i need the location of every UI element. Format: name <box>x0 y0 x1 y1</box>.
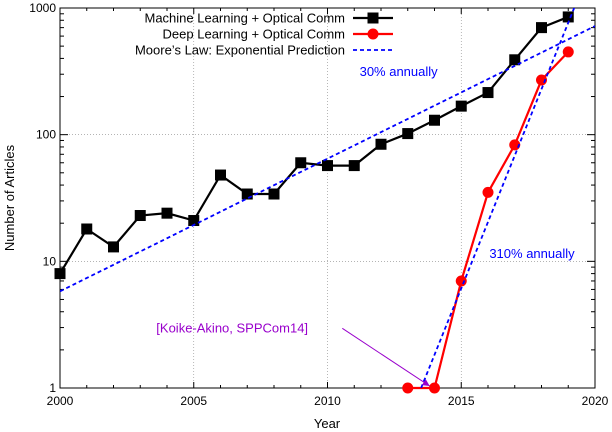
ml-point <box>429 114 440 126</box>
ml-point <box>375 138 387 150</box>
legend-label: Moore’s Law: Exponential Prediction <box>135 43 345 58</box>
axis-ticks: 2000 2005 2010 2015 2020 1 10 100 1000 <box>29 1 608 408</box>
y-tick-label: 1 <box>49 381 56 395</box>
ml-point <box>215 169 226 181</box>
ml-point <box>108 241 119 253</box>
ml-point <box>188 215 200 227</box>
legend-label: Deep Learning + Optical Comm <box>163 27 345 42</box>
y-axis-label: Number of Articles <box>2 144 17 251</box>
ml-point <box>295 157 307 169</box>
annotation-label: 310% annually <box>489 246 575 261</box>
x-axis-label: Year <box>314 416 341 431</box>
annotation-label: [Koike-Akino, SPPCom14] <box>156 320 308 335</box>
grid-lines <box>60 8 595 388</box>
annotation-arrowhead <box>421 379 430 386</box>
ml-point <box>536 22 547 34</box>
x-tick-label: 2015 <box>448 394 475 408</box>
ml-point <box>322 160 333 172</box>
ml-point <box>562 11 574 23</box>
series-layer <box>54 8 595 394</box>
ml-point <box>455 100 467 112</box>
ml-point <box>134 210 146 222</box>
legend-swatch-marker <box>367 12 379 24</box>
series-line-2 <box>407 51 570 390</box>
x-tick-label: 2020 <box>582 394 609 408</box>
trend-line-1 <box>60 25 595 293</box>
y-tick-label: 100 <box>36 128 56 142</box>
ml-point <box>348 160 360 172</box>
annotations-layer: 30% annually 310% annually [Koike-Akino, S… <box>156 64 575 387</box>
ml-point <box>81 223 93 235</box>
ml-point <box>241 188 253 200</box>
dl-point <box>509 139 521 151</box>
dl-point <box>562 46 574 58</box>
ml-point <box>268 188 280 200</box>
x-tick-label: 2005 <box>180 394 207 408</box>
trend-line-2 <box>420 8 576 388</box>
x-tick-label: 2000 <box>47 394 74 408</box>
legend-swatch-marker <box>367 28 379 40</box>
annotation-label: 30% annually <box>360 64 439 79</box>
legend-label: Machine Learning + Optical Comm <box>144 11 345 26</box>
ml-point <box>54 268 66 280</box>
dl-point <box>429 382 440 394</box>
dl-point <box>402 382 414 394</box>
ml-point <box>402 128 414 140</box>
y-tick-label: 1000 <box>29 1 56 15</box>
ml-point <box>509 54 521 66</box>
ml-point <box>482 87 494 99</box>
x-tick-label: 2010 <box>314 394 341 408</box>
ml-point <box>161 207 173 219</box>
y-tick-label: 10 <box>43 254 57 268</box>
dl-point <box>482 186 494 198</box>
annotation-arrow <box>342 327 430 387</box>
